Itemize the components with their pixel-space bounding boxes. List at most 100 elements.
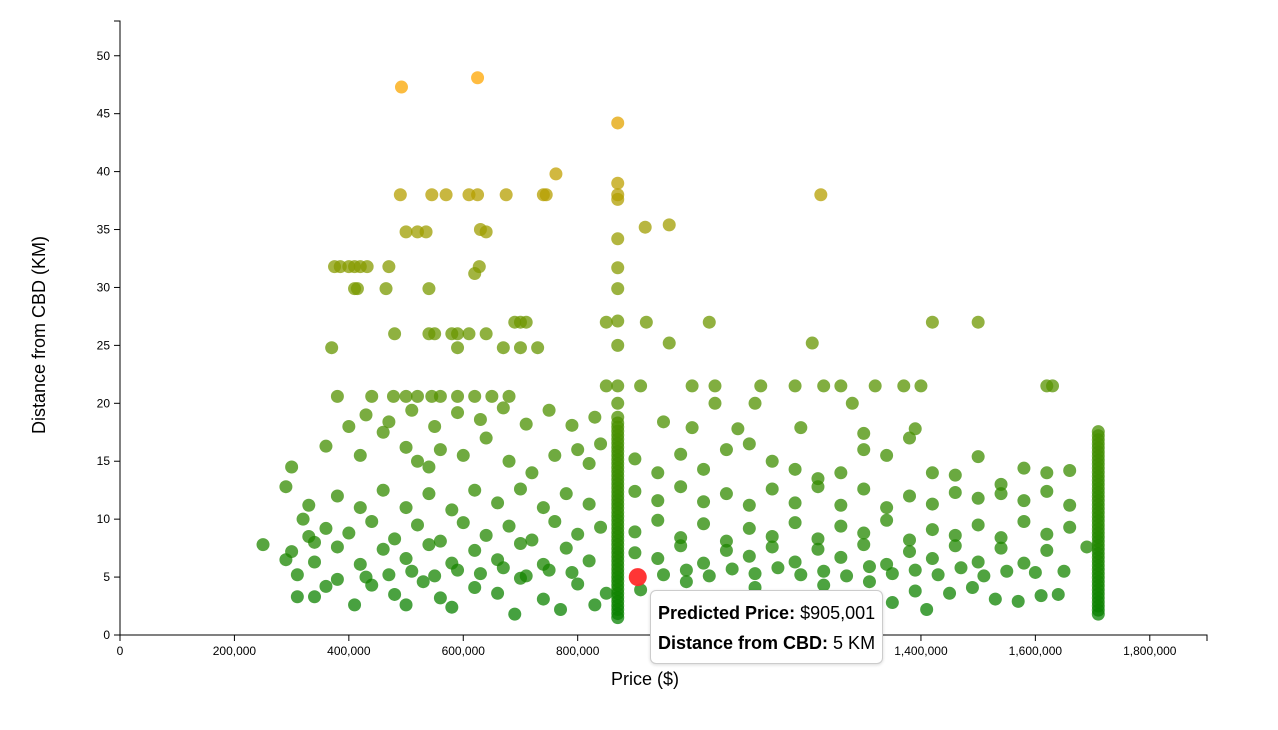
data-point xyxy=(319,579,333,593)
highlight-layer xyxy=(628,568,647,587)
data-point xyxy=(651,513,665,527)
data-point xyxy=(325,341,339,355)
data-point xyxy=(376,425,390,439)
tooltip-distance-value: 5 KM xyxy=(833,633,876,653)
data-point xyxy=(611,192,625,206)
tooltip-distance-label: Distance from CBD: xyxy=(658,633,829,653)
data-point xyxy=(519,315,533,329)
data-point xyxy=(685,379,699,393)
data-point xyxy=(531,341,545,355)
data-point xyxy=(491,496,505,510)
data-point xyxy=(685,421,699,435)
data-point xyxy=(499,188,513,202)
data-point xyxy=(410,389,424,403)
data-point xyxy=(462,327,476,341)
y-tick-label: 0 xyxy=(103,628,110,642)
data-point xyxy=(513,482,527,496)
data-point xyxy=(422,487,436,501)
data-point xyxy=(496,561,510,575)
data-point xyxy=(719,443,733,457)
data-point xyxy=(611,176,625,190)
data-point xyxy=(857,526,871,540)
data-point xyxy=(290,568,304,582)
data-point xyxy=(290,590,304,604)
data-point xyxy=(548,514,562,528)
data-point xyxy=(302,498,316,512)
data-point xyxy=(1011,594,1025,608)
data-point xyxy=(611,282,625,296)
data-point xyxy=(788,379,802,393)
y-tick-label: 5 xyxy=(103,570,110,584)
data-point xyxy=(433,534,447,548)
data-point xyxy=(651,494,665,508)
data-point xyxy=(1040,527,1054,541)
data-point xyxy=(582,554,596,568)
data-point xyxy=(350,282,364,296)
data-point xyxy=(468,581,482,595)
data-point xyxy=(771,561,785,575)
data-point xyxy=(1000,564,1014,578)
x-tick-label: 600,000 xyxy=(442,644,486,658)
data-point xyxy=(611,314,625,328)
data-point xyxy=(742,549,756,563)
data-point xyxy=(353,448,367,462)
data-point xyxy=(360,260,374,274)
x-tick-label: 200,000 xyxy=(213,644,257,658)
data-point xyxy=(428,419,442,433)
data-point xyxy=(539,188,553,202)
data-point xyxy=(571,527,585,541)
tooltip-price-value: $905,001 xyxy=(800,603,876,623)
data-point xyxy=(451,563,465,577)
data-point xyxy=(742,498,756,512)
data-point xyxy=(611,116,625,130)
data-point xyxy=(708,396,722,410)
x-axis-title: Price ($) xyxy=(611,669,679,689)
data-point xyxy=(994,477,1008,491)
data-point xyxy=(679,563,693,577)
data-point xyxy=(977,569,991,583)
data-point xyxy=(519,569,533,583)
data-point xyxy=(925,315,939,329)
data-point xyxy=(1080,540,1094,554)
data-point xyxy=(794,568,808,582)
tooltip-price-label: Predicted Price: xyxy=(658,603,796,623)
data-point xyxy=(634,583,648,597)
y-tick-label: 25 xyxy=(97,338,111,352)
data-point xyxy=(908,422,922,436)
data-point xyxy=(925,523,939,537)
data-point xyxy=(788,462,802,476)
data-point xyxy=(1040,543,1054,557)
data-point xyxy=(639,315,653,329)
data-point xyxy=(422,460,436,474)
data-point xyxy=(471,71,485,85)
x-tick-label: 0 xyxy=(117,644,124,658)
data-point xyxy=(1017,461,1031,475)
data-point xyxy=(994,487,1008,501)
data-point xyxy=(582,457,596,471)
data-point xyxy=(399,389,413,403)
data-point xyxy=(903,533,917,547)
data-point xyxy=(422,282,436,296)
data-point xyxy=(376,542,390,556)
data-point xyxy=(365,514,379,528)
data-point xyxy=(788,516,802,530)
data-point xyxy=(994,541,1008,555)
data-point xyxy=(748,567,762,581)
data-point xyxy=(834,498,848,512)
x-tick-label: 800,000 xyxy=(556,644,600,658)
data-point xyxy=(834,379,848,393)
data-point xyxy=(788,555,802,569)
y-tick-label: 10 xyxy=(97,512,111,526)
data-point xyxy=(382,568,396,582)
data-point xyxy=(651,466,665,480)
data-point xyxy=(399,225,413,239)
data-point xyxy=(765,482,779,496)
data-point xyxy=(308,555,322,569)
y-tick-label: 50 xyxy=(97,49,111,63)
data-point xyxy=(330,489,344,503)
data-point xyxy=(765,454,779,468)
data-point xyxy=(857,426,871,440)
data-point xyxy=(817,578,831,592)
data-point xyxy=(948,486,962,500)
data-point xyxy=(588,598,602,612)
